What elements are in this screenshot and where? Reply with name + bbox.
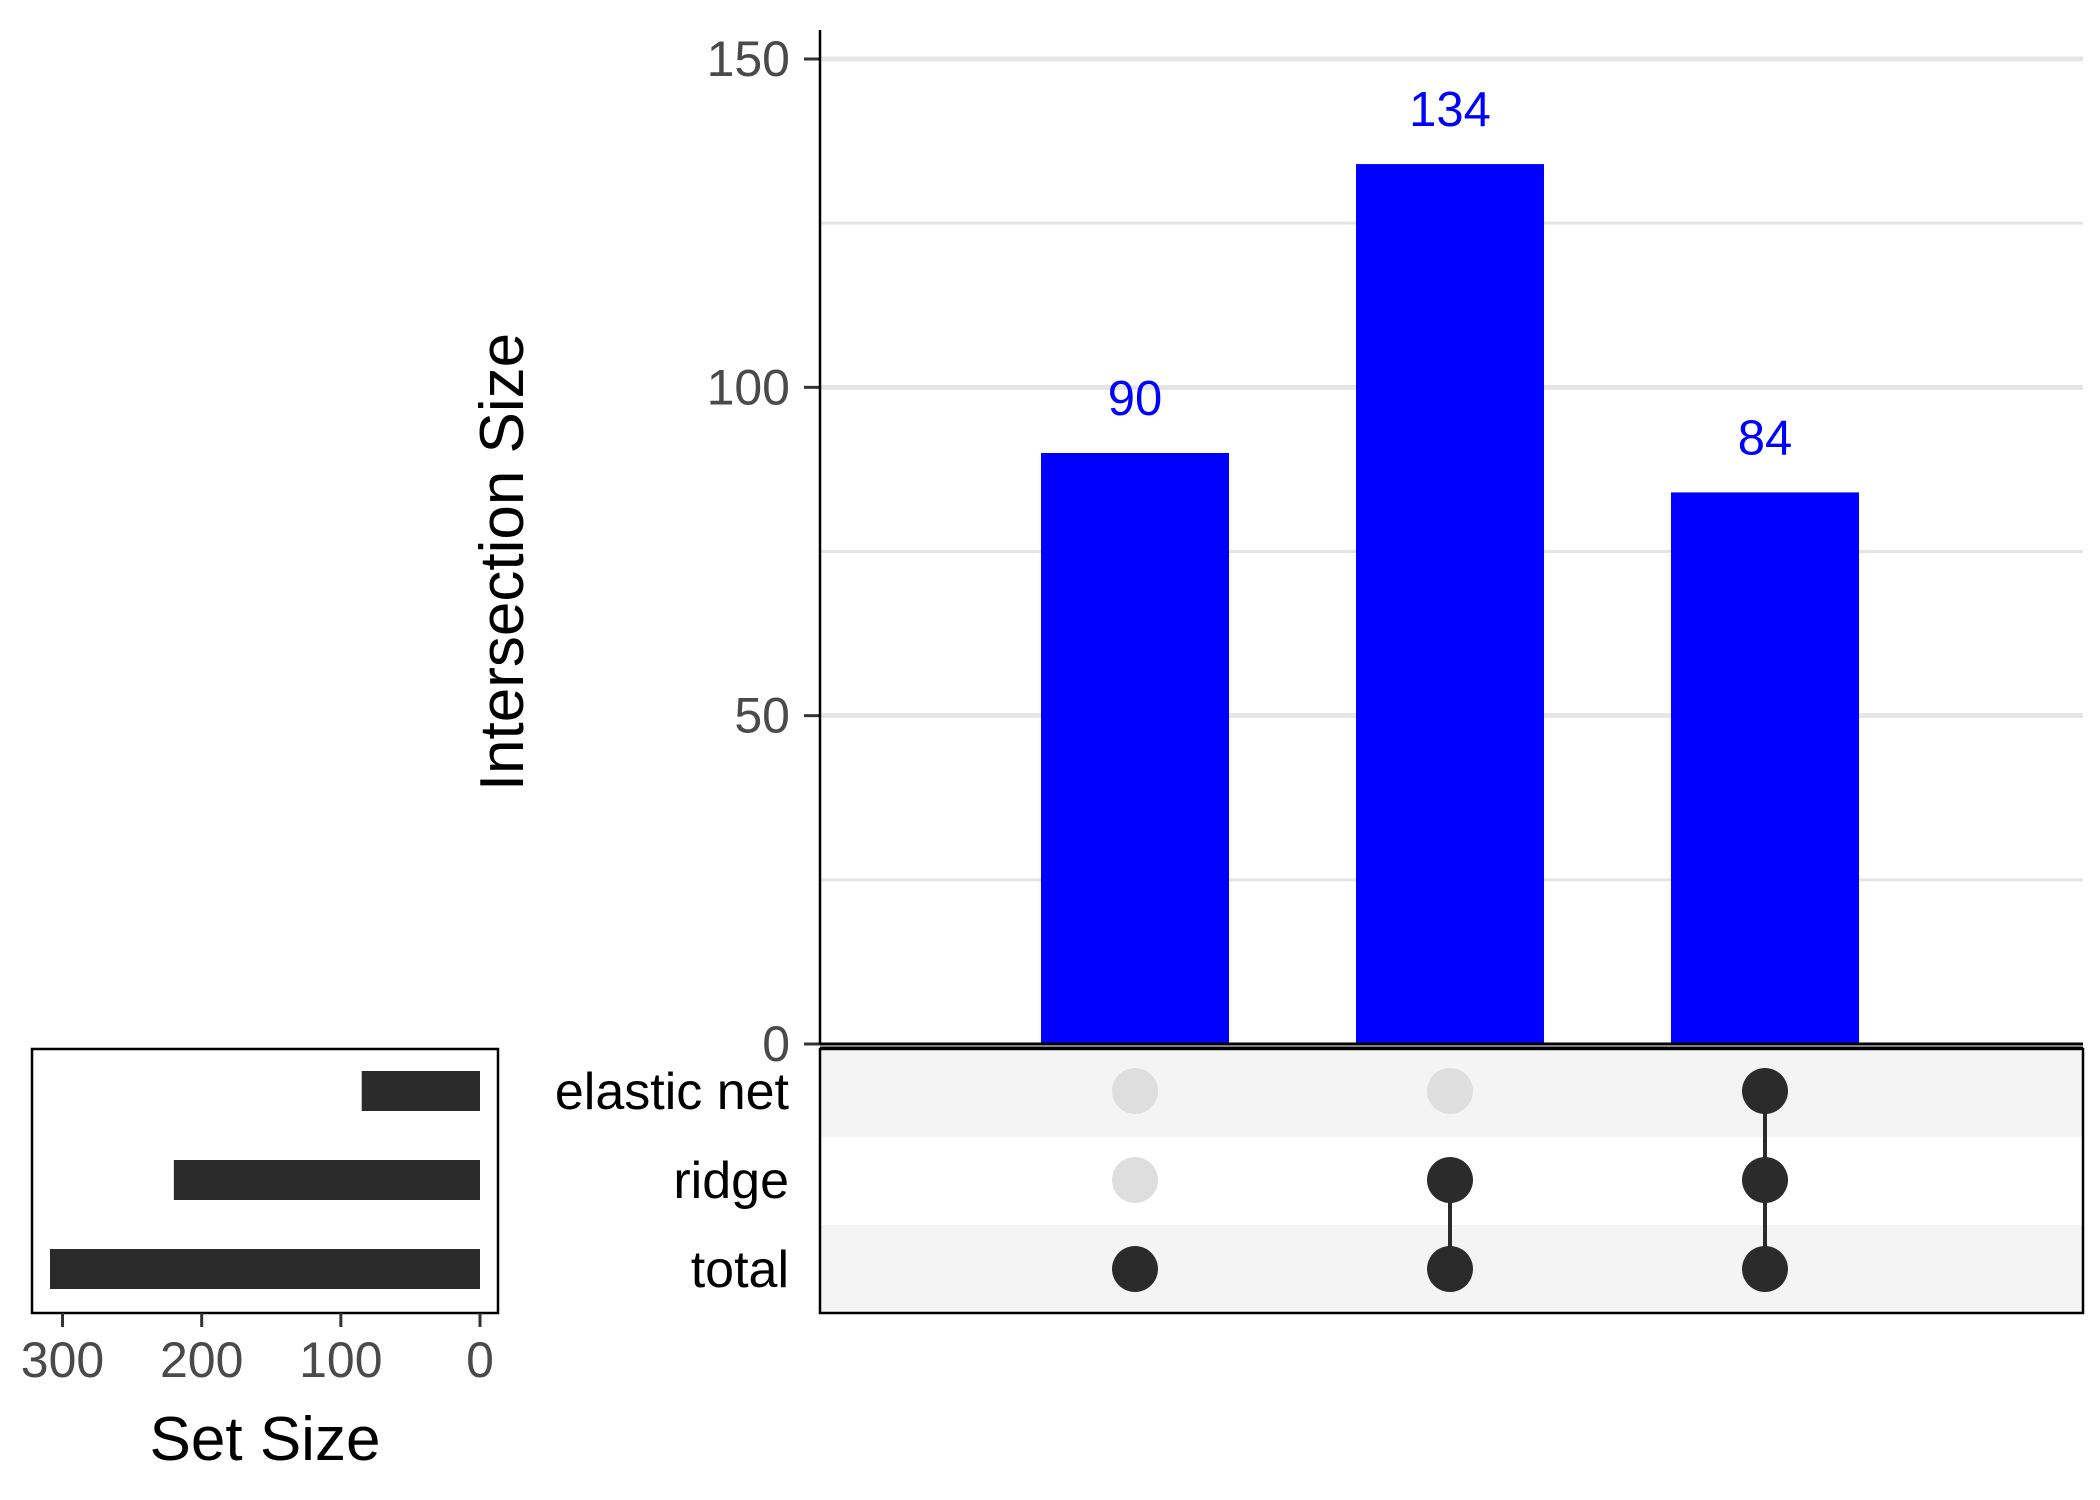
intersection-matrix-panel: elastic net ridge total (555, 1046, 2085, 1315)
x-tick-label: 200 (160, 1332, 243, 1388)
x-tick-label: 100 (299, 1332, 382, 1388)
membership-dot-active (1427, 1157, 1473, 1203)
membership-dot-inactive (1112, 1157, 1158, 1203)
intersection-bar-label: 134 (1409, 83, 1491, 137)
y-tick-label: 0 (762, 1016, 790, 1072)
x-tick-label: 300 (21, 1332, 104, 1388)
membership-dot-active (1112, 1246, 1158, 1292)
intersection-size-axis-title: Intersection Size (468, 333, 537, 791)
intersection-bar-label: 90 (1108, 372, 1163, 426)
y-tick-label: 50 (734, 688, 790, 744)
membership-dot-inactive (1427, 1068, 1473, 1114)
intersection-size-panel: 0 50 100 150 90 134 84 (707, 30, 2083, 1072)
membership-dot-inactive (1112, 1068, 1158, 1114)
membership-dot-active (1742, 1246, 1788, 1292)
set-size-bar (50, 1249, 480, 1289)
intersection-bar-label: 84 (1738, 411, 1793, 465)
set-size-bar (173, 1160, 480, 1200)
x-tick-label: 0 (466, 1332, 494, 1388)
y-tick-label: 150 (707, 31, 790, 87)
set-label: elastic net (555, 1063, 790, 1121)
set-label: total (691, 1241, 789, 1299)
y-tick-label: 100 (707, 359, 790, 415)
intersection-bar (1356, 164, 1544, 1045)
set-size-axis-title: Set Size (150, 1405, 381, 1474)
set-size-bar (361, 1071, 480, 1111)
membership-dot-active (1427, 1246, 1473, 1292)
set-size-panel: 300 200 100 0 (21, 1047, 500, 1388)
membership-dot-active (1742, 1068, 1788, 1114)
set-label: ridge (673, 1152, 789, 1210)
membership-dot-active (1742, 1157, 1788, 1203)
intersection-bar (1671, 492, 1859, 1044)
intersection-bar (1041, 453, 1229, 1044)
